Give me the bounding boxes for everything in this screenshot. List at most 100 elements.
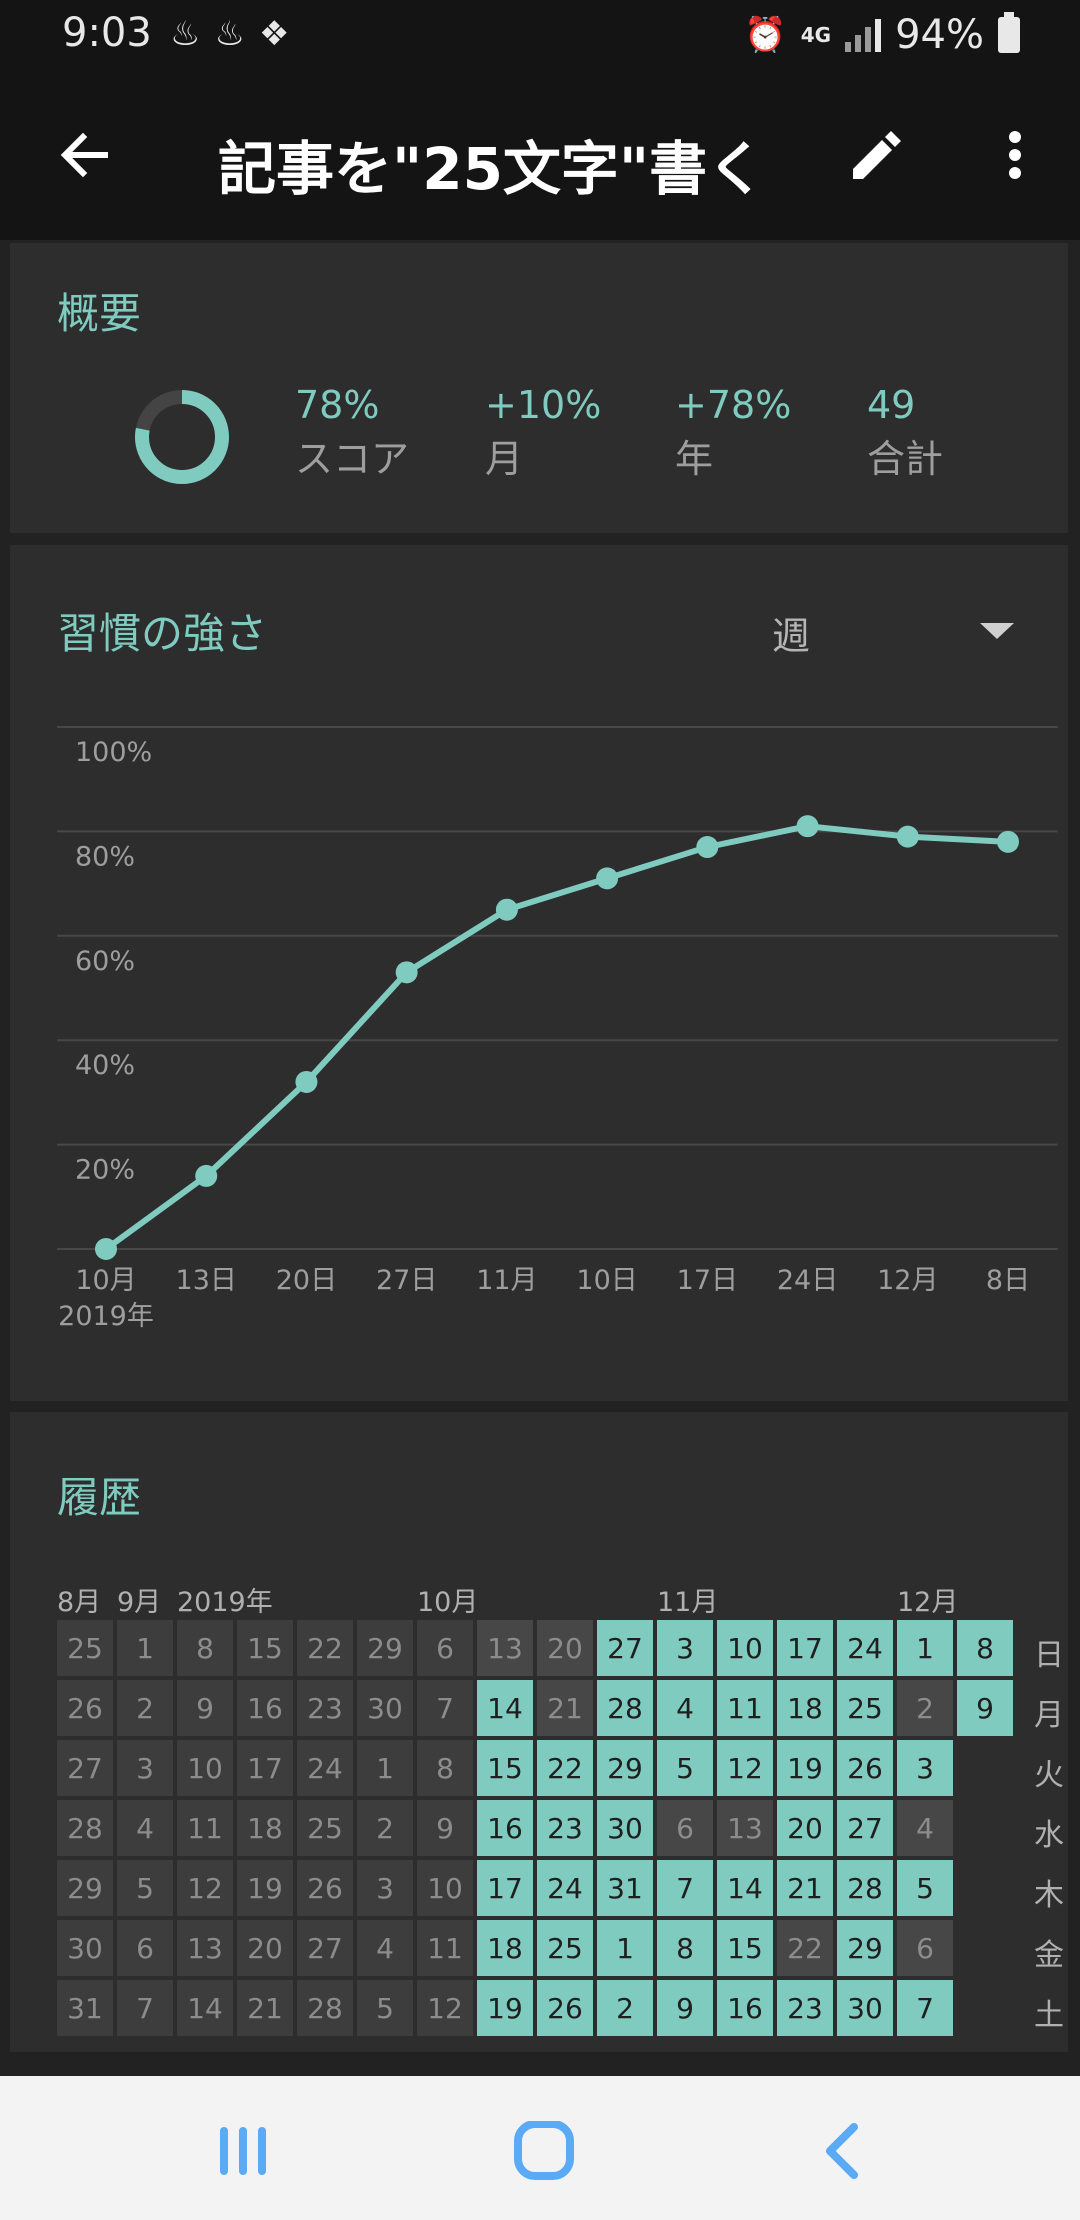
history-day-cell[interactable]: 9 — [957, 1680, 1013, 1736]
history-day-cell[interactable]: 29 — [597, 1740, 653, 1796]
history-day-cell[interactable]: 27 — [297, 1920, 353, 1976]
history-day-cell[interactable]: 12 — [717, 1740, 773, 1796]
history-day-cell[interactable]: 23 — [297, 1680, 353, 1736]
history-day-cell[interactable]: 30 — [357, 1680, 413, 1736]
history-day-cell[interactable]: 21 — [237, 1980, 293, 2036]
history-day-cell[interactable]: 31 — [57, 1980, 113, 2036]
history-day-cell[interactable]: 7 — [117, 1980, 173, 2036]
history-day-cell[interactable]: 11 — [417, 1920, 473, 1976]
history-day-cell[interactable]: 25 — [297, 1800, 353, 1856]
history-day-cell[interactable]: 27 — [837, 1800, 893, 1856]
history-day-cell[interactable]: 13 — [477, 1620, 533, 1676]
history-day-cell[interactable]: 4 — [657, 1680, 713, 1736]
more-options-button[interactable] — [995, 125, 1035, 185]
history-day-cell[interactable]: 5 — [117, 1860, 173, 1916]
history-day-cell[interactable]: 28 — [297, 1980, 353, 2036]
history-day-cell[interactable]: 6 — [897, 1920, 953, 1976]
history-day-cell[interactable]: 26 — [57, 1680, 113, 1736]
history-day-cell[interactable]: 11 — [177, 1800, 233, 1856]
history-day-cell[interactable]: 10 — [717, 1620, 773, 1676]
history-day-cell[interactable]: 22 — [537, 1740, 593, 1796]
history-day-cell[interactable]: 15 — [717, 1920, 773, 1976]
recent-apps-button[interactable] — [208, 2121, 278, 2181]
history-day-cell[interactable]: 4 — [117, 1800, 173, 1856]
history-day-cell[interactable]: 16 — [237, 1680, 293, 1736]
history-day-cell[interactable]: 6 — [417, 1620, 473, 1676]
history-day-cell[interactable]: 30 — [837, 1980, 893, 2036]
history-day-cell[interactable]: 3 — [897, 1740, 953, 1796]
history-day-cell[interactable]: 6 — [657, 1800, 713, 1856]
history-day-cell[interactable]: 7 — [897, 1980, 953, 2036]
history-day-cell[interactable]: 20 — [777, 1800, 833, 1856]
history-day-cell[interactable]: 28 — [57, 1800, 113, 1856]
history-day-cell[interactable]: 18 — [237, 1800, 293, 1856]
history-day-cell[interactable]: 19 — [477, 1980, 533, 2036]
history-day-cell[interactable]: 4 — [357, 1920, 413, 1976]
history-day-cell[interactable]: 15 — [237, 1620, 293, 1676]
history-day-cell[interactable]: 29 — [357, 1620, 413, 1676]
history-day-cell[interactable]: 24 — [297, 1740, 353, 1796]
history-day-cell[interactable]: 26 — [837, 1740, 893, 1796]
history-day-cell[interactable]: 31 — [597, 1860, 653, 1916]
history-day-cell[interactable]: 12 — [417, 1980, 473, 2036]
history-day-cell[interactable]: 29 — [57, 1860, 113, 1916]
history-day-cell[interactable]: 18 — [777, 1680, 833, 1736]
history-day-cell[interactable]: 7 — [657, 1860, 713, 1916]
history-day-cell[interactable]: 28 — [597, 1680, 653, 1736]
history-day-cell[interactable]: 10 — [417, 1860, 473, 1916]
home-button[interactable] — [508, 2120, 578, 2181]
history-day-cell[interactable]: 21 — [777, 1860, 833, 1916]
history-day-cell[interactable]: 4 — [897, 1800, 953, 1856]
history-day-cell[interactable]: 27 — [57, 1740, 113, 1796]
history-day-cell[interactable]: 25 — [537, 1920, 593, 1976]
history-day-cell[interactable]: 24 — [837, 1620, 893, 1676]
history-day-cell[interactable]: 1 — [897, 1620, 953, 1676]
history-day-cell[interactable]: 24 — [537, 1860, 593, 1916]
history-day-cell[interactable]: 17 — [477, 1860, 533, 1916]
history-day-cell[interactable]: 8 — [957, 1620, 1013, 1676]
history-day-cell[interactable]: 20 — [237, 1920, 293, 1976]
history-day-cell[interactable]: 22 — [297, 1620, 353, 1676]
history-day-cell[interactable]: 25 — [837, 1680, 893, 1736]
history-day-cell[interactable]: 20 — [537, 1620, 593, 1676]
history-day-cell[interactable]: 13 — [717, 1800, 773, 1856]
history-day-cell[interactable]: 22 — [777, 1920, 833, 1976]
history-day-cell[interactable]: 1 — [357, 1740, 413, 1796]
history-day-cell[interactable]: 3 — [357, 1860, 413, 1916]
history-day-cell[interactable]: 19 — [237, 1860, 293, 1916]
history-day-cell[interactable]: 1 — [597, 1920, 653, 1976]
history-day-cell[interactable]: 19 — [777, 1740, 833, 1796]
back-button[interactable] — [55, 125, 115, 185]
period-dropdown[interactable]: 週 — [772, 605, 1032, 665]
nav-back-button[interactable] — [812, 2121, 882, 2181]
history-day-cell[interactable]: 8 — [417, 1740, 473, 1796]
history-day-cell[interactable]: 27 — [597, 1620, 653, 1676]
history-day-cell[interactable]: 16 — [477, 1800, 533, 1856]
history-day-cell[interactable]: 17 — [237, 1740, 293, 1796]
history-day-cell[interactable]: 2 — [597, 1980, 653, 2036]
history-day-cell[interactable]: 14 — [477, 1680, 533, 1736]
history-day-cell[interactable]: 30 — [597, 1800, 653, 1856]
history-day-cell[interactable]: 6 — [117, 1920, 173, 1976]
history-day-cell[interactable]: 25 — [57, 1620, 113, 1676]
history-day-cell[interactable]: 5 — [897, 1860, 953, 1916]
history-day-cell[interactable]: 16 — [717, 1980, 773, 2036]
history-day-cell[interactable]: 9 — [657, 1980, 713, 2036]
history-day-cell[interactable]: 15 — [477, 1740, 533, 1796]
history-day-cell[interactable]: 8 — [657, 1920, 713, 1976]
history-day-cell[interactable]: 2 — [357, 1800, 413, 1856]
history-day-cell[interactable]: 29 — [837, 1920, 893, 1976]
history-day-cell[interactable]: 2 — [117, 1680, 173, 1736]
history-day-cell[interactable]: 9 — [177, 1680, 233, 1736]
history-day-cell[interactable]: 1 — [117, 1620, 173, 1676]
history-day-cell[interactable]: 23 — [537, 1800, 593, 1856]
history-day-cell[interactable]: 3 — [657, 1620, 713, 1676]
history-day-cell[interactable]: 21 — [537, 1680, 593, 1736]
history-day-cell[interactable]: 2 — [897, 1680, 953, 1736]
history-day-cell[interactable]: 28 — [837, 1860, 893, 1916]
history-day-cell[interactable]: 26 — [537, 1980, 593, 2036]
history-day-cell[interactable]: 14 — [177, 1980, 233, 2036]
history-day-cell[interactable]: 9 — [417, 1800, 473, 1856]
history-day-cell[interactable]: 13 — [177, 1920, 233, 1976]
history-day-cell[interactable]: 12 — [177, 1860, 233, 1916]
